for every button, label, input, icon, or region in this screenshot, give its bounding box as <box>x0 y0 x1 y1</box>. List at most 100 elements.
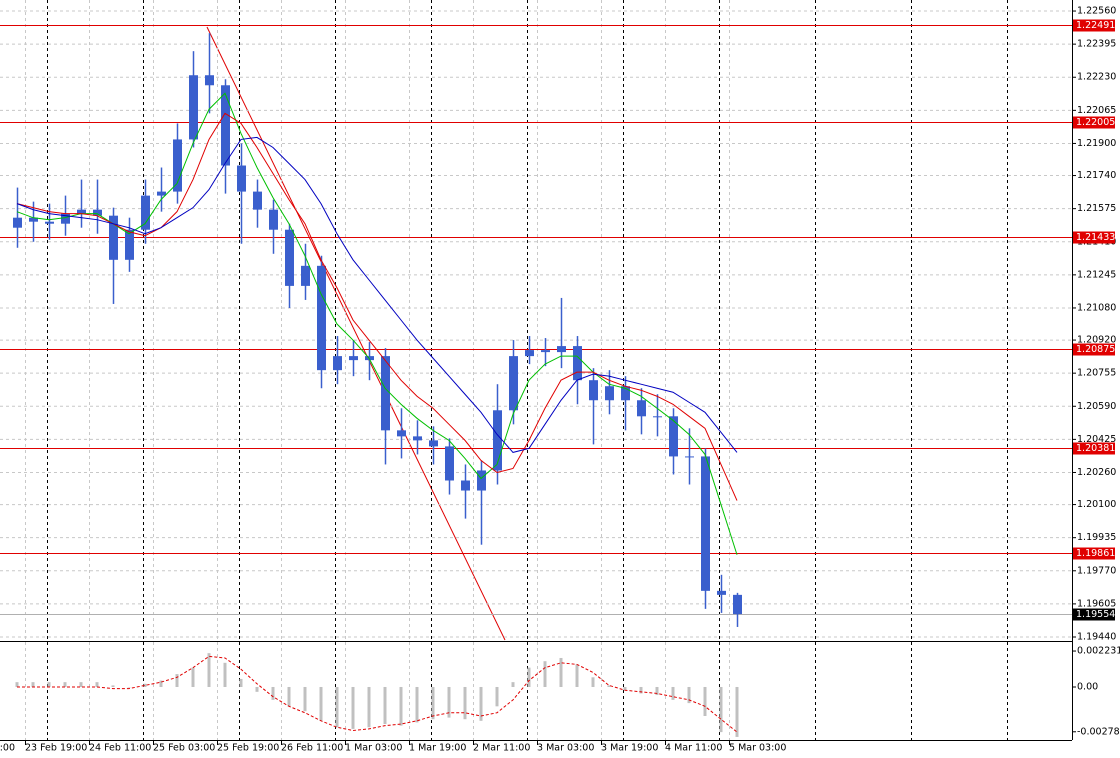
candle <box>637 388 646 435</box>
macd-bar <box>511 682 515 687</box>
moving-average <box>16 136 738 453</box>
y-tick-label: 1.20755 <box>1077 368 1116 379</box>
macd-bar <box>591 677 595 687</box>
candle-body <box>125 229 134 260</box>
y-tick-label: 1.20260 <box>1077 467 1116 478</box>
candle-body <box>157 191 166 196</box>
level-label-box <box>1073 19 1115 32</box>
level-label-box <box>1073 442 1115 455</box>
x-tick-label: 2 Mar 11:00 <box>473 743 530 754</box>
macd-bar <box>255 686 259 692</box>
macd-bar <box>319 686 323 721</box>
y-tick-label: 1.22560 <box>1077 6 1116 17</box>
candle-body <box>205 75 214 86</box>
candle <box>317 255 326 389</box>
candle-body <box>13 217 22 228</box>
candle-body <box>541 350 550 353</box>
candle-body <box>93 209 102 216</box>
candle-body <box>237 165 246 192</box>
candle-body <box>717 590 726 595</box>
macd-bar <box>159 680 163 687</box>
candle-body <box>493 410 502 471</box>
y-tick-label: 1.22395 <box>1077 39 1116 50</box>
level-label: 1.22005 <box>1076 117 1115 128</box>
x-tick-label: 3:00 <box>0 743 15 754</box>
candle-body <box>685 456 694 458</box>
level-label: 1.20381 <box>1076 443 1115 454</box>
x-tick-label: 23 Feb 19:00 <box>25 743 87 754</box>
candle <box>621 376 630 431</box>
y-tick-label: 1.21575 <box>1077 203 1116 214</box>
candle-body <box>109 215 118 260</box>
candle-body <box>557 346 566 353</box>
candle <box>45 203 54 240</box>
macd-bar <box>527 667 531 687</box>
macd-bar <box>575 664 579 687</box>
macd-bar <box>735 686 739 737</box>
y-tick-label: 1.22065 <box>1077 105 1116 116</box>
y-tick-label: 1.19605 <box>1077 598 1116 609</box>
candle-body <box>461 480 470 491</box>
macd-bar <box>79 682 83 687</box>
candle <box>397 408 406 459</box>
macd-bar <box>111 685 115 687</box>
candle-body <box>397 430 406 437</box>
candle <box>701 448 710 609</box>
macd-bar <box>351 686 355 729</box>
candle <box>13 187 22 248</box>
candle <box>189 51 198 148</box>
macd-bar <box>431 686 435 720</box>
candle <box>173 123 182 204</box>
x-tick-label: 1 Mar 19:00 <box>409 743 466 754</box>
y-tick-label: 1.19935 <box>1077 532 1116 543</box>
macd-bar <box>719 686 723 733</box>
y-tick-label: 0.002231 <box>1077 646 1120 657</box>
candle-body <box>381 356 390 431</box>
level-label: 1.20875 <box>1076 344 1115 355</box>
signal-line <box>17 655 738 733</box>
macd-bar <box>703 686 707 716</box>
macd-bar <box>383 686 387 725</box>
level-label-box <box>1073 547 1115 560</box>
level-label-box <box>1073 343 1115 356</box>
macd-bar <box>495 686 499 707</box>
candle-body <box>61 213 70 224</box>
macd-bar <box>687 686 691 704</box>
macd-bar <box>607 685 611 687</box>
candle <box>733 592 742 627</box>
candle-body <box>637 400 646 417</box>
macd-bar <box>415 686 419 723</box>
macd-bar <box>655 686 659 696</box>
candle <box>125 217 134 272</box>
macd-bar <box>287 686 291 707</box>
macd-bar <box>239 678 243 687</box>
macd-bar <box>191 667 195 687</box>
macd-bar <box>15 682 19 687</box>
candle <box>301 243 310 300</box>
candle <box>253 179 262 228</box>
x-tick-label: 4 Mar 11:00 <box>665 743 722 754</box>
candle-body <box>573 346 582 381</box>
candle <box>429 426 438 465</box>
macd-bar <box>639 686 643 694</box>
macd-bar <box>623 686 627 691</box>
candle-body <box>189 75 198 140</box>
macd-bar <box>447 686 451 718</box>
y-tick-label: 1.21080 <box>1077 302 1116 313</box>
candle-body <box>477 470 486 491</box>
candle <box>541 338 550 367</box>
candle <box>589 368 598 445</box>
candle <box>205 33 214 114</box>
candle-body <box>653 416 662 418</box>
current-price-box <box>1073 608 1115 621</box>
candle <box>653 394 662 437</box>
macd-bar <box>207 653 211 687</box>
candle <box>381 348 390 465</box>
candle <box>157 167 166 212</box>
x-tick-label: 26 Feb 11:00 <box>281 743 343 754</box>
level-label-box <box>1073 116 1115 129</box>
candle <box>269 199 278 254</box>
candle <box>285 223 294 308</box>
